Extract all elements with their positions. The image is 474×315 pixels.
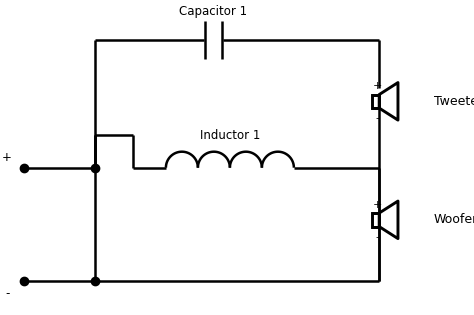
Text: Capacitor 1: Capacitor 1 bbox=[179, 5, 247, 18]
Text: -: - bbox=[376, 232, 380, 242]
Text: -: - bbox=[5, 287, 9, 300]
Text: +: + bbox=[373, 81, 383, 91]
Text: Tweeter: Tweeter bbox=[434, 95, 474, 108]
Text: Inductor 1: Inductor 1 bbox=[200, 129, 260, 142]
Bar bbox=[372, 94, 379, 108]
Text: +: + bbox=[373, 199, 383, 209]
Text: Woofer: Woofer bbox=[434, 213, 474, 226]
Bar bbox=[372, 213, 379, 226]
Text: +: + bbox=[2, 151, 12, 164]
Text: -: - bbox=[376, 113, 380, 123]
